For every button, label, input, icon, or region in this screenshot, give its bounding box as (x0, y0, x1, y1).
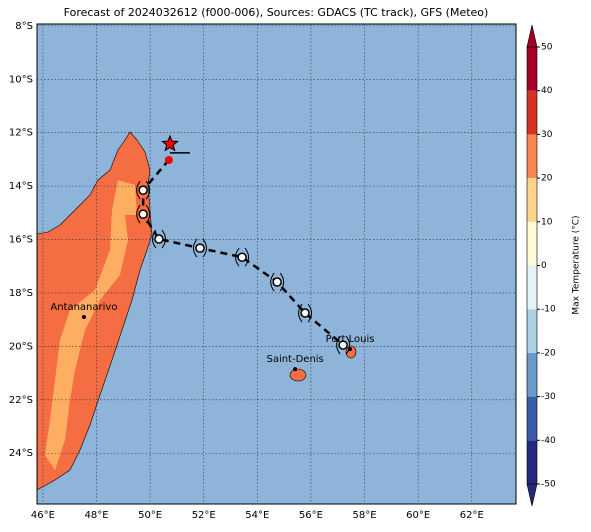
map-title: Forecast of 2024032612 (f000-006), Sourc… (64, 6, 489, 19)
colorbar-tick-label: 20 (541, 174, 553, 184)
colorbar-tick-label: 50 (541, 43, 553, 53)
colorbar-tick-label: 10 (541, 217, 553, 227)
y-tick-label: 18°S (9, 288, 33, 299)
track-point (300, 308, 310, 318)
colorbar-swatch (527, 90, 537, 135)
x-tick-label: 58°E (353, 510, 377, 521)
land (36, 131, 357, 491)
cyclone-symbol (235, 247, 250, 267)
cyclone-symbol (270, 272, 285, 292)
track-point (154, 234, 164, 244)
cyclone-symbol (136, 180, 151, 200)
x-tick-label: 62°E (460, 510, 484, 521)
colorbar-tick-label: 0 (541, 261, 547, 271)
track-point (237, 252, 247, 262)
reunion (289, 368, 307, 382)
colorbar-tick-label: -40 (541, 436, 556, 446)
colorbar-swatch (527, 178, 537, 222)
x-tick-label: 52°E (192, 510, 216, 521)
y-tick-label: 22°S (9, 395, 33, 406)
track-point (138, 209, 148, 219)
colorbar-tick-label: 40 (541, 86, 553, 96)
colorbar-tick-label: -30 (541, 392, 556, 402)
y-tick-label: 10°S (9, 74, 33, 85)
cyclone-symbol (136, 204, 151, 224)
colorbar-tick-label: -10 (541, 305, 556, 315)
colorbar-swatch (527, 221, 537, 266)
colorbar-extend-top (526, 24, 538, 48)
colorbar-swatch (527, 265, 537, 310)
x-tick-label: 48°E (84, 510, 108, 521)
place-dot (81, 315, 86, 320)
colorbar-tick-label: -20 (541, 348, 556, 358)
highlands (45, 180, 137, 470)
cyclone-symbol (298, 303, 313, 323)
cyclone-symbol (336, 335, 351, 355)
place-label: Port Louis (326, 334, 375, 345)
y-tick-label: 14°S (9, 181, 33, 192)
colorbar-swatch (527, 396, 537, 441)
colorbar-tick-label: -50 (541, 480, 556, 490)
y-tick-label: 20°S (9, 341, 33, 352)
x-tick-label: 60°E (406, 510, 430, 521)
colorbar-extend-bottom (526, 483, 538, 507)
colorbar-swatch (527, 134, 537, 179)
colorbar-tick-label: 30 (541, 130, 553, 140)
colorbar-swatch (527, 440, 537, 484)
y-tick-label: 8°S (15, 21, 33, 32)
place-dot (293, 367, 298, 372)
place-label: Saint-Denis (266, 354, 323, 365)
colorbar-swatch (527, 352, 537, 397)
track-point (164, 155, 173, 164)
colorbar-label: Max Temperature (°C) (572, 215, 582, 314)
colorbar-swatch (527, 47, 537, 91)
y-tick-label: 12°S (9, 128, 33, 139)
track-point (338, 340, 348, 350)
x-tick-label: 50°E (138, 510, 162, 521)
cyclone-symbol (192, 238, 207, 258)
colorbar-swatch (527, 309, 537, 353)
y-tick-label: 24°S (9, 448, 33, 459)
track-point (272, 277, 282, 287)
map-frame (36, 23, 517, 505)
cyclone-symbol (151, 229, 166, 249)
track-point (138, 185, 148, 195)
track-point (195, 243, 205, 253)
x-tick-label: 56°E (299, 510, 323, 521)
x-tick-label: 54°E (245, 510, 269, 521)
current-position (161, 134, 179, 152)
place-dot (348, 347, 353, 352)
place-label: Antananarivo (50, 302, 117, 313)
x-tick-label: 46°E (31, 510, 55, 521)
y-tick-label: 16°S (9, 235, 33, 246)
